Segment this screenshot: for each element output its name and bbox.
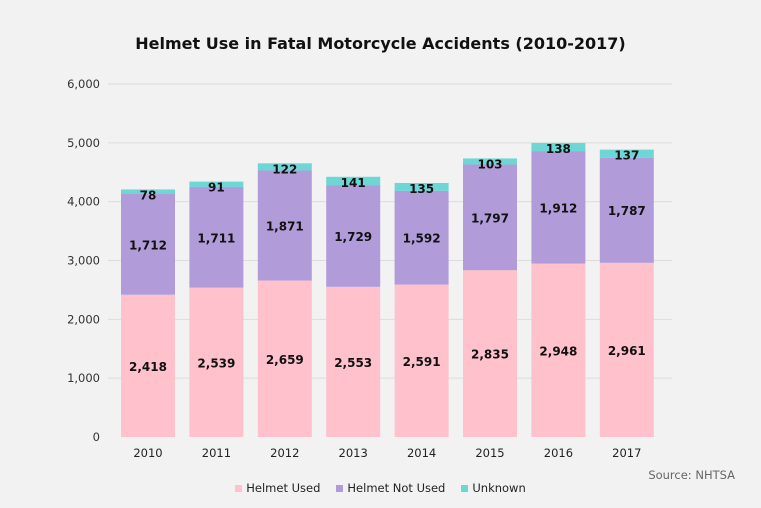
data-label: 2,835 [471, 348, 509, 362]
bar-segment [326, 176, 381, 186]
y-tick-label: 2,000 [67, 312, 100, 326]
bar-segment [531, 142, 586, 152]
x-tick-label: 2014 [407, 446, 436, 460]
data-label: 2,418 [129, 360, 167, 374]
data-label: 2,591 [403, 355, 441, 369]
bar-segment [394, 190, 449, 285]
data-label: 1,712 [129, 238, 167, 252]
legend-label: Unknown [472, 481, 526, 495]
legend-item: Unknown [461, 481, 526, 495]
source-note: Source: NHTSA [648, 468, 735, 482]
bar-segment [463, 158, 517, 165]
y-tick-label: 5,000 [67, 136, 100, 150]
legend: Helmet Used Helmet Not Used Unknown [0, 481, 761, 495]
bar-segment [121, 294, 175, 437]
bar-segment [599, 262, 654, 437]
y-tick-label: 0 [93, 430, 100, 444]
x-tick-label: 2017 [612, 446, 641, 460]
bar-segment [394, 182, 449, 191]
data-label: 135 [409, 182, 434, 196]
x-tick-label: 2016 [544, 446, 573, 460]
legend-label: Helmet Used [246, 481, 321, 495]
data-label: 78 [140, 188, 157, 202]
bar-segment [599, 149, 654, 158]
bar-segment [531, 263, 586, 437]
legend-swatch [461, 485, 469, 492]
x-tick-label: 2011 [202, 446, 231, 460]
legend-swatch [336, 485, 344, 492]
data-label: 1,711 [197, 231, 235, 245]
data-label: 141 [341, 176, 366, 190]
data-label: 137 [614, 149, 639, 163]
bar-segment [121, 189, 175, 195]
data-label: 1,787 [608, 204, 646, 218]
data-label: 138 [546, 142, 571, 156]
bar-segment [599, 157, 654, 263]
bar-segment [257, 163, 312, 171]
y-tick-label: 3,000 [67, 254, 100, 268]
data-label: 1,912 [539, 201, 577, 215]
data-label: 2,539 [197, 356, 235, 370]
bar-segment [326, 286, 381, 437]
x-tick-label: 2015 [475, 446, 504, 460]
bar-segment [121, 194, 175, 295]
data-label: 122 [272, 162, 297, 176]
data-label: 103 [477, 157, 502, 171]
x-tick-label: 2010 [133, 446, 162, 460]
data-label: 2,659 [266, 353, 304, 367]
x-tick-label: 2012 [270, 446, 299, 460]
bar-segment [189, 186, 244, 288]
bar-segment [257, 280, 312, 437]
y-tick-label: 4,000 [67, 195, 100, 209]
data-label: 2,553 [334, 356, 372, 370]
bar-segment [189, 287, 244, 437]
bar-segment [326, 185, 381, 287]
y-tick-label: 6,000 [67, 77, 100, 91]
y-tick-label: 1,000 [67, 371, 100, 385]
data-label: 1,797 [471, 211, 509, 225]
bar-segment [257, 170, 312, 281]
legend-swatch [235, 485, 243, 492]
data-label: 2,948 [539, 344, 577, 358]
legend-label: Helmet Not Used [347, 481, 446, 495]
data-label: 91 [208, 181, 225, 195]
data-label: 1,729 [334, 230, 372, 244]
data-label: 1,592 [403, 232, 441, 246]
bar-segment [531, 151, 586, 264]
bar-segment [189, 181, 244, 187]
data-label: 2,961 [608, 344, 646, 358]
data-label: 1,871 [266, 220, 304, 234]
bar-segment [463, 164, 517, 271]
legend-item: Helmet Not Used [336, 481, 445, 495]
legend-item: Helmet Used [235, 481, 320, 495]
chart-title: Helmet Use in Fatal Motorcycle Accidents… [135, 34, 626, 53]
x-tick-label: 2013 [339, 446, 368, 460]
bar-segment [463, 270, 517, 437]
bar-segment [394, 284, 449, 437]
